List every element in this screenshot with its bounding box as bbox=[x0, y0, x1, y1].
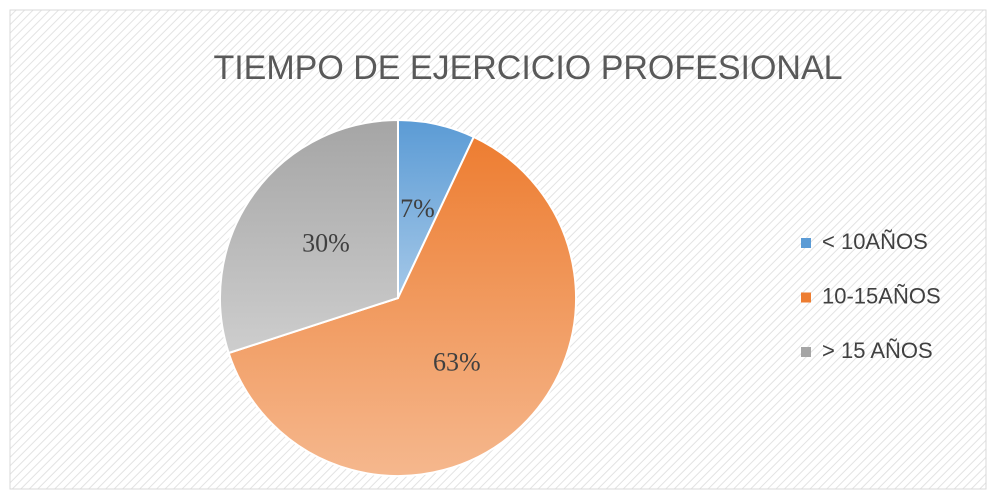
legend-swatch bbox=[801, 347, 811, 357]
data-label: 30% bbox=[302, 229, 350, 258]
legend-label: 10-15AÑOS bbox=[822, 283, 941, 308]
legend-label: > 15 AÑOS bbox=[822, 338, 933, 363]
pie-slice bbox=[219, 118, 399, 355]
data-label: 7% bbox=[400, 194, 435, 223]
legend-swatch bbox=[801, 238, 811, 248]
legend-label: < 10AÑOS bbox=[822, 229, 928, 254]
chart-title: TIEMPO DE EJERCICIO PROFESIONAL bbox=[213, 49, 842, 87]
pie-slice bbox=[227, 135, 577, 477]
data-label: 63% bbox=[433, 348, 481, 377]
legend-swatch bbox=[801, 292, 811, 303]
